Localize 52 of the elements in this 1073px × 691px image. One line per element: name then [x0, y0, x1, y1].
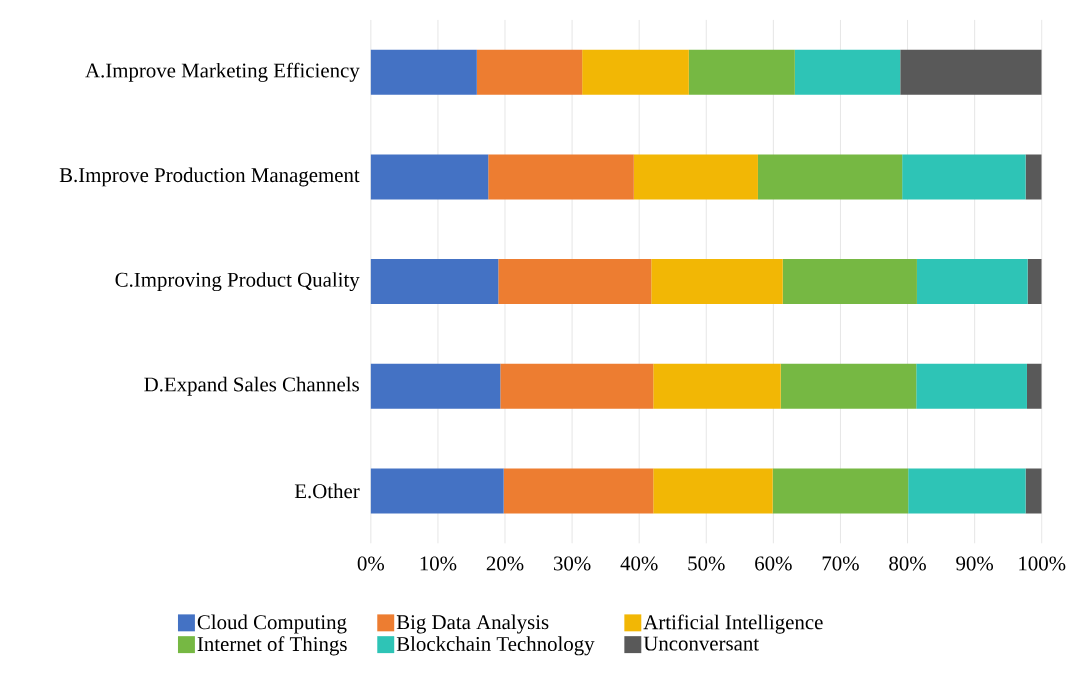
- bar: [500, 363, 654, 409]
- bar: [908, 468, 1026, 514]
- bar: [651, 259, 783, 305]
- bar: [370, 468, 504, 514]
- legend-label: Big Data Analysis: [396, 614, 549, 634]
- bar: [476, 49, 583, 95]
- x-tick-label: 90%: [956, 556, 994, 571]
- bar: [370, 363, 501, 409]
- y-tick-label: D.Expand Sales Channels: [144, 376, 359, 396]
- x-tick-label: 100%: [1019, 556, 1066, 571]
- bar: [370, 259, 499, 305]
- y-tick-label: E.Other: [294, 483, 360, 499]
- x-tick-label: 30%: [553, 556, 591, 571]
- bar: [900, 49, 1042, 95]
- bar: [1026, 363, 1042, 409]
- bar: [498, 259, 652, 305]
- y-tick-label: C.Improving Product Quality: [115, 272, 360, 292]
- bar: [1025, 468, 1042, 514]
- x-tick-label: 20%: [486, 556, 524, 571]
- bar: [772, 468, 909, 514]
- bar: [916, 259, 1028, 305]
- bar: [503, 468, 654, 514]
- bar: [794, 49, 901, 95]
- x-tick-label: 40%: [620, 556, 658, 571]
- x-tick-label: 60%: [755, 556, 792, 571]
- bar: [582, 49, 689, 95]
- bar: [782, 259, 917, 305]
- bar: [370, 154, 489, 200]
- y-tick-label: A.Improve Marketing Efficiency: [85, 62, 360, 82]
- x-tick-label: 70%: [822, 556, 859, 571]
- x-tick-label: 10%: [420, 556, 457, 571]
- legend-label: Artificial Intelligence: [643, 614, 823, 634]
- bar: [653, 363, 781, 409]
- x-tick-label: 0%: [357, 556, 385, 571]
- y-tick-label: B.Improve Production Management: [59, 167, 360, 187]
- bar: [653, 468, 773, 514]
- legend-label: Blockchain Technology: [396, 636, 595, 656]
- bar: [633, 154, 758, 200]
- bar: [780, 363, 917, 409]
- bar: [1025, 154, 1042, 200]
- x-tick-label: 50%: [688, 556, 725, 571]
- bar: [757, 154, 903, 200]
- bar: [1027, 259, 1042, 305]
- bar: [488, 154, 634, 200]
- legend-label: Cloud Computing: [197, 614, 347, 634]
- x-tick-label: 80%: [889, 556, 926, 571]
- bar: [902, 154, 1026, 200]
- legend-label: Internet of Things: [197, 636, 347, 656]
- bar: [688, 49, 795, 95]
- bar: [370, 49, 477, 95]
- bar: [916, 363, 1027, 409]
- legend-label: Unconversant: [643, 636, 759, 651]
